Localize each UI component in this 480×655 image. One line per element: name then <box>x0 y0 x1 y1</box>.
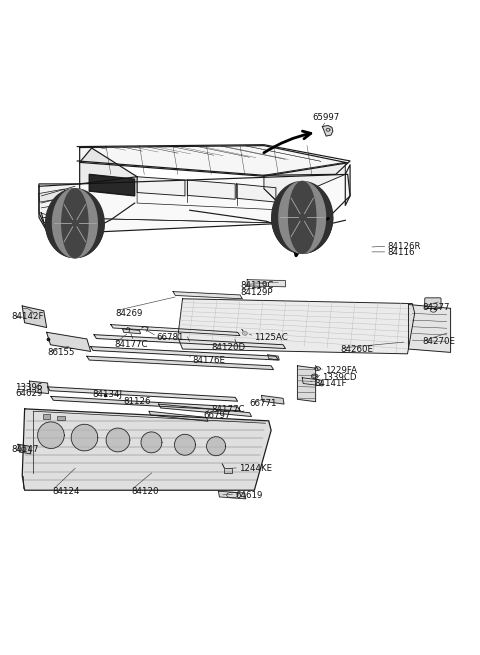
Polygon shape <box>52 189 97 257</box>
Polygon shape <box>247 280 286 287</box>
Text: 65997: 65997 <box>312 113 340 122</box>
Text: 84142F: 84142F <box>11 312 44 320</box>
Polygon shape <box>218 491 246 499</box>
Text: 84270E: 84270E <box>423 337 456 346</box>
Polygon shape <box>80 145 348 176</box>
Polygon shape <box>158 404 252 417</box>
FancyBboxPatch shape <box>425 298 441 309</box>
Text: 84129P: 84129P <box>240 288 273 297</box>
Polygon shape <box>94 335 286 348</box>
Text: 84126R: 84126R <box>387 242 421 251</box>
Text: 66781: 66781 <box>157 333 184 341</box>
Polygon shape <box>237 184 276 202</box>
Text: 13396: 13396 <box>15 383 42 392</box>
Text: 84260E: 84260E <box>340 345 373 354</box>
Bar <box>57 415 65 421</box>
Text: 86155: 86155 <box>48 348 75 357</box>
Text: 81126: 81126 <box>123 397 151 406</box>
Text: 84120D: 84120D <box>211 343 245 352</box>
Polygon shape <box>62 189 88 257</box>
Polygon shape <box>298 365 316 402</box>
Text: 64629: 64629 <box>15 389 42 398</box>
Polygon shape <box>173 291 242 299</box>
Polygon shape <box>38 422 64 449</box>
Polygon shape <box>39 174 350 234</box>
Bar <box>38 189 66 202</box>
Polygon shape <box>22 409 271 490</box>
Text: 84124: 84124 <box>52 487 80 496</box>
Polygon shape <box>71 424 98 451</box>
Polygon shape <box>288 181 316 253</box>
Polygon shape <box>123 329 141 333</box>
Polygon shape <box>264 162 345 203</box>
Polygon shape <box>39 184 80 234</box>
Polygon shape <box>46 189 104 257</box>
Text: 64619: 64619 <box>235 491 263 500</box>
Polygon shape <box>106 428 130 452</box>
Polygon shape <box>18 444 31 454</box>
Text: 66797: 66797 <box>204 411 231 420</box>
Polygon shape <box>47 332 91 352</box>
Polygon shape <box>48 387 238 402</box>
Polygon shape <box>345 165 350 206</box>
Text: 84119C: 84119C <box>240 282 274 290</box>
Polygon shape <box>87 356 274 369</box>
Polygon shape <box>312 374 318 379</box>
Text: 84277: 84277 <box>423 303 450 312</box>
Text: 84177C: 84177C <box>115 340 148 349</box>
Polygon shape <box>80 148 137 184</box>
Polygon shape <box>89 174 135 196</box>
Polygon shape <box>22 306 47 328</box>
Polygon shape <box>51 396 240 411</box>
Polygon shape <box>302 378 323 386</box>
Text: 84141F: 84141F <box>314 379 347 388</box>
Text: 84147: 84147 <box>11 445 39 453</box>
Polygon shape <box>206 437 226 456</box>
Polygon shape <box>141 432 162 453</box>
Polygon shape <box>272 181 333 253</box>
Polygon shape <box>242 331 247 335</box>
Polygon shape <box>111 325 240 335</box>
Text: 84134J: 84134J <box>93 390 122 399</box>
Polygon shape <box>323 126 333 136</box>
Bar <box>43 414 50 419</box>
Text: 66771: 66771 <box>250 399 277 407</box>
Polygon shape <box>137 177 185 196</box>
Bar <box>224 468 232 472</box>
Polygon shape <box>175 434 195 455</box>
Text: 84120: 84120 <box>131 487 158 496</box>
Text: 84116: 84116 <box>387 248 415 257</box>
Polygon shape <box>279 181 325 253</box>
Polygon shape <box>315 367 321 371</box>
Text: 84177C: 84177C <box>211 405 245 414</box>
Polygon shape <box>408 305 451 352</box>
Polygon shape <box>91 346 278 360</box>
Polygon shape <box>262 396 284 404</box>
Text: 1339CD: 1339CD <box>323 373 357 383</box>
Polygon shape <box>268 355 279 360</box>
Text: 84269: 84269 <box>116 309 143 318</box>
Text: 1125AC: 1125AC <box>254 333 288 341</box>
Text: 1244KE: 1244KE <box>239 464 272 473</box>
Polygon shape <box>178 299 415 354</box>
Polygon shape <box>149 411 208 421</box>
Text: 84176E: 84176E <box>192 356 225 365</box>
Polygon shape <box>187 180 235 199</box>
Text: 1229FA: 1229FA <box>325 366 357 375</box>
Polygon shape <box>29 381 48 394</box>
